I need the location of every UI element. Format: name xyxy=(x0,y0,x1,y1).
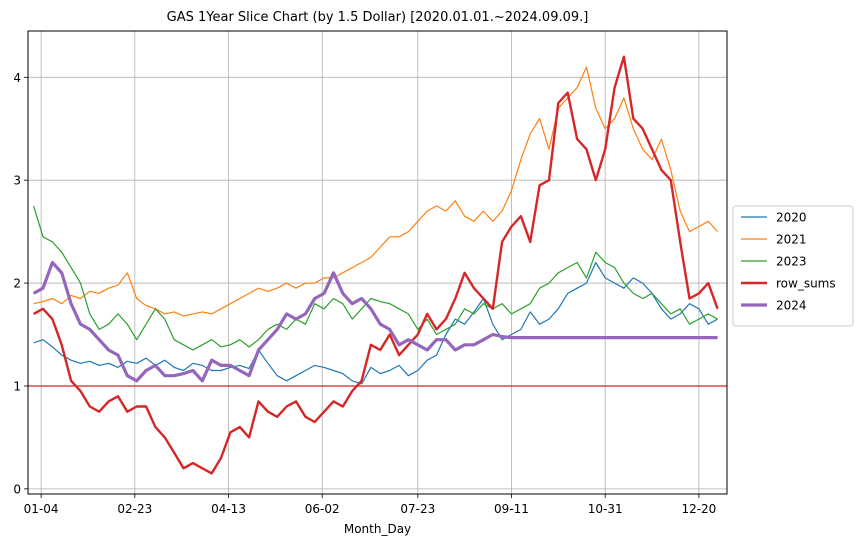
series-line-2023 xyxy=(33,205,718,351)
x-axis-ticks: 01-04 02-23 04-13 06-02 07-23 09-11 10-31 12-20 xyxy=(24,494,716,516)
plot-frame xyxy=(27,30,728,495)
x-tick-label: 01-04 xyxy=(24,502,59,516)
legend-label: 2020 xyxy=(776,211,807,225)
y-tick-label: 3 xyxy=(13,174,21,188)
series-line-2021 xyxy=(33,66,719,317)
y-tick-label: 2 xyxy=(13,277,21,291)
legend-label: 2021 xyxy=(776,233,807,247)
series-line-row_sums xyxy=(33,55,719,475)
x-tick-label: 02-23 xyxy=(117,502,152,516)
y-axis-ticks: 0 1 2 3 4 xyxy=(13,71,28,496)
x-tick-label: 04-13 xyxy=(211,502,246,516)
legend-box xyxy=(732,205,854,327)
y-tick-label: 1 xyxy=(13,379,21,393)
y-tick-label: 0 xyxy=(13,482,21,496)
series-layer xyxy=(32,55,719,475)
series-line-2024 xyxy=(32,260,718,383)
legend-label: 2024 xyxy=(776,299,807,313)
x-tick-label: 07-23 xyxy=(400,502,435,516)
legend: 2020 2021 2023 row_sums 2024 xyxy=(732,205,854,327)
legend-label: 2023 xyxy=(776,255,807,269)
y-tick-label: 4 xyxy=(13,71,21,85)
chart-title: GAS 1Year Slice Chart (by 1.5 Dollar) [2… xyxy=(167,10,589,25)
x-tick-label: 09-11 xyxy=(494,502,529,516)
x-tick-label: 06-02 xyxy=(305,502,340,516)
legend-label: row_sums xyxy=(776,277,836,291)
x-tick-label: 12-20 xyxy=(681,502,716,516)
x-axis-label: Month_Day xyxy=(344,522,411,536)
series-line-2020 xyxy=(33,261,718,385)
x-tick-label: 10-31 xyxy=(588,502,623,516)
